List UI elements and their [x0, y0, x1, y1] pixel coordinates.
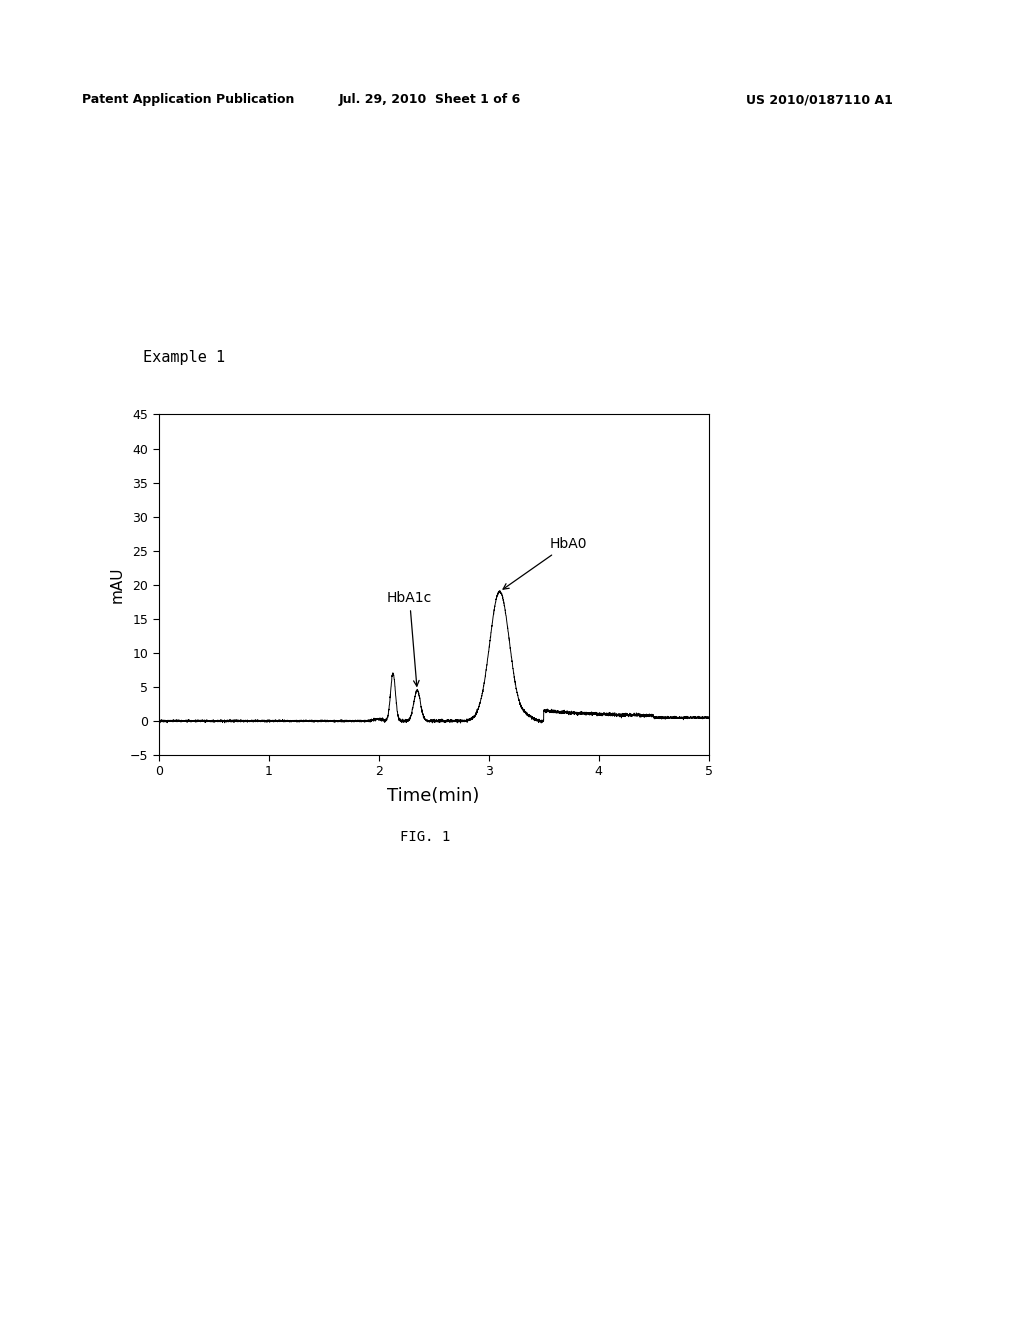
Text: HbA0: HbA0 [503, 537, 587, 589]
Text: Jul. 29, 2010  Sheet 1 of 6: Jul. 29, 2010 Sheet 1 of 6 [339, 94, 521, 107]
Text: Example 1: Example 1 [143, 350, 225, 366]
X-axis label: Time(min): Time(min) [387, 787, 480, 805]
Text: US 2010/0187110 A1: US 2010/0187110 A1 [745, 94, 893, 107]
Text: FIG. 1: FIG. 1 [399, 830, 451, 843]
Text: Patent Application Publication: Patent Application Publication [82, 94, 294, 107]
Y-axis label: mAU: mAU [110, 566, 124, 603]
Text: HbA1c: HbA1c [387, 591, 432, 686]
